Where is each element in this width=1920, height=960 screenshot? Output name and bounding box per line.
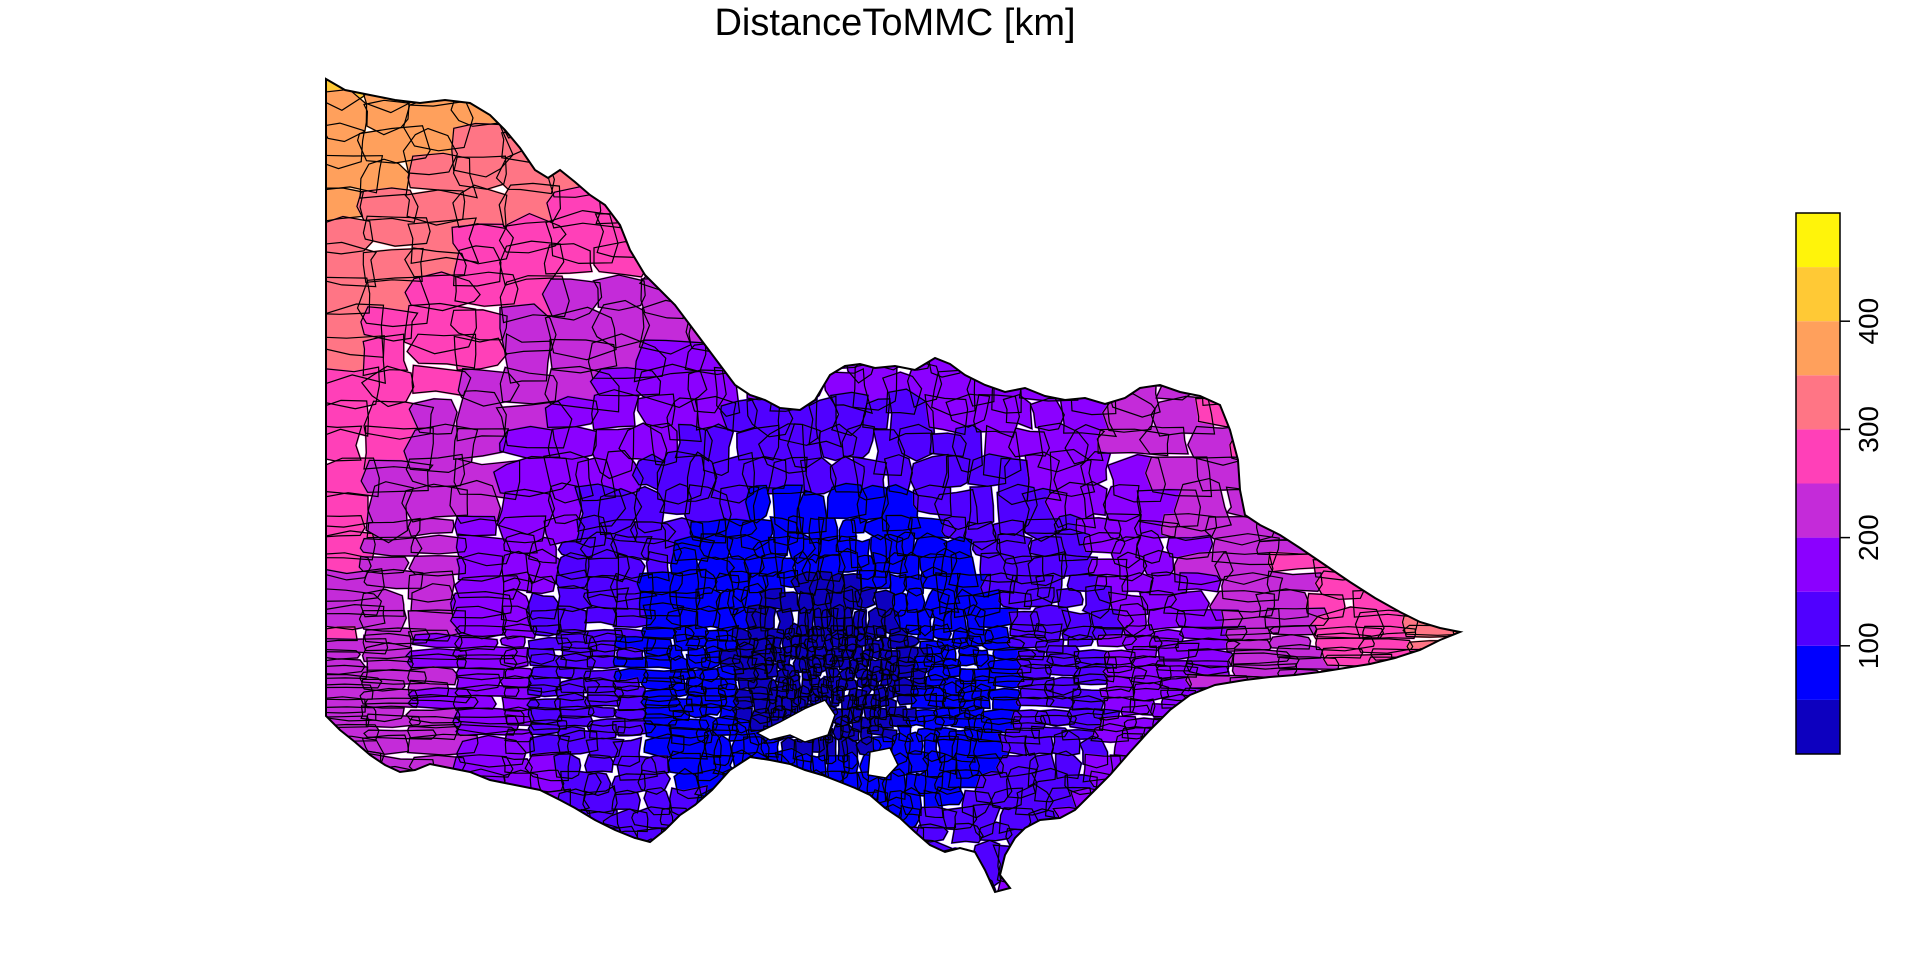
legend-tick-label: 100 xyxy=(1853,622,1884,669)
map-title: DistanceToMMC [km] xyxy=(714,2,1076,44)
legend-color-bin xyxy=(1796,591,1840,646)
legend-color-bin xyxy=(1796,537,1840,592)
legend-tick-label: 300 xyxy=(1853,406,1884,453)
legend-tick-label: 200 xyxy=(1853,514,1884,561)
legend-tick-label: 400 xyxy=(1853,298,1884,345)
legend-color-bin xyxy=(1796,429,1840,484)
legend-color-bin xyxy=(1796,267,1840,322)
legend-color-bin xyxy=(1796,699,1840,754)
legend-color-bin xyxy=(1796,645,1840,700)
choropleth-map xyxy=(325,77,1464,894)
legend-color-bin xyxy=(1796,213,1840,268)
legend-color-bin xyxy=(1796,321,1840,376)
legend-color-bin xyxy=(1796,483,1840,538)
legend-color-bin xyxy=(1796,375,1840,430)
